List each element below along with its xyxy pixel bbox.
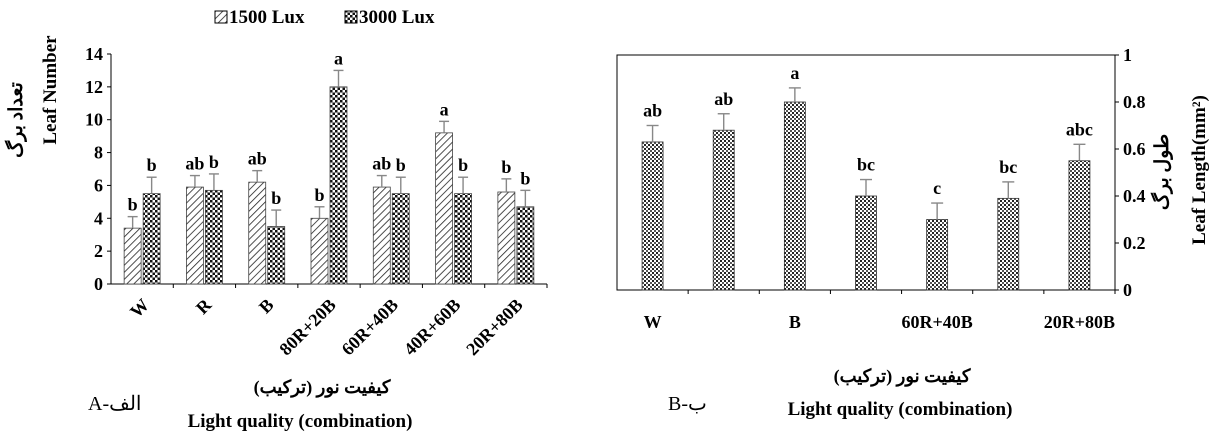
significance-letter: bc bbox=[857, 155, 875, 175]
significance-letter: ab bbox=[372, 154, 391, 174]
significance-letter: ab bbox=[248, 149, 267, 169]
legend-swatch bbox=[214, 10, 228, 24]
significance-letter: c bbox=[933, 178, 941, 198]
x-tick-label: 80R+20B bbox=[275, 295, 340, 360]
x-axis-label-fa: کیفیت نور (ترکیب) bbox=[254, 377, 391, 398]
significance-letter: a bbox=[334, 48, 343, 68]
y-tick-label: 4 bbox=[94, 208, 103, 228]
x-axis-label-en: Light quality (combination) bbox=[188, 411, 413, 432]
bar bbox=[783, 101, 806, 291]
y-tick-label: 6 bbox=[94, 175, 103, 195]
significance-letter: ab bbox=[643, 101, 662, 121]
significance-letter: abc bbox=[1066, 119, 1093, 139]
y-tick-label: 0.8 bbox=[1123, 92, 1146, 112]
y-tick-label: 2 bbox=[94, 241, 103, 261]
y-tick-label: 0 bbox=[94, 274, 103, 294]
significance-letter: ab bbox=[714, 89, 733, 109]
bar bbox=[205, 189, 223, 285]
significance-letter: a bbox=[790, 63, 799, 83]
y-tick-label: 0.6 bbox=[1123, 139, 1146, 159]
x-tick-label: B bbox=[789, 312, 801, 332]
bar bbox=[186, 186, 204, 285]
bar bbox=[123, 227, 142, 285]
significance-letter: b bbox=[501, 157, 511, 177]
significance-letter: bc bbox=[999, 157, 1017, 177]
x-tick-label: W bbox=[644, 312, 662, 332]
legend-swatch bbox=[344, 10, 358, 24]
bar bbox=[248, 181, 267, 285]
y-tick-label: 0 bbox=[1123, 280, 1132, 300]
significance-letter: b bbox=[520, 168, 530, 188]
bar bbox=[142, 193, 161, 285]
legend-label: 3000 Lux bbox=[359, 7, 435, 28]
x-tick-label: B bbox=[255, 295, 278, 318]
significance-letter: b bbox=[271, 188, 281, 208]
panel-label: A-الف bbox=[88, 393, 141, 415]
bar bbox=[855, 195, 877, 291]
significance-letter: b bbox=[458, 155, 468, 175]
legend-label: 1500 Lux bbox=[229, 7, 305, 28]
significance-letter: b bbox=[314, 185, 324, 205]
y-tick-label: 12 bbox=[85, 77, 103, 97]
bar bbox=[329, 86, 348, 285]
significance-letter: b bbox=[147, 155, 157, 175]
x-tick-label: 20R+80B bbox=[1044, 312, 1115, 332]
x-tick-label: W bbox=[126, 295, 153, 322]
chart-b: 00.20.40.60.81WababBabc60R+40Bcbc20R+80B… bbox=[616, 45, 1210, 420]
significance-letter: b bbox=[396, 155, 406, 175]
y-axis-label-en: Leaf Number bbox=[40, 35, 61, 145]
y-tick-label: 0.4 bbox=[1123, 186, 1146, 206]
x-tick-label: 60R+40B bbox=[902, 312, 973, 332]
bar bbox=[391, 193, 410, 285]
significance-letter: b bbox=[128, 195, 138, 215]
bar bbox=[267, 226, 286, 285]
y-tick-label: 8 bbox=[94, 143, 103, 163]
x-axis-label-fa: کیفیت نور (ترکیب) bbox=[834, 366, 971, 387]
x-tick-label: 60R+40B bbox=[338, 295, 403, 360]
x-axis-label-en: Light quality (combination) bbox=[788, 399, 1013, 420]
bar bbox=[712, 129, 735, 291]
bar bbox=[372, 186, 391, 285]
significance-letter: a bbox=[440, 99, 449, 119]
significance-letter: ab bbox=[185, 154, 204, 174]
bar bbox=[435, 132, 453, 285]
y-axis-label-fa: طول برگ bbox=[1150, 134, 1173, 210]
bar bbox=[926, 219, 949, 291]
bar bbox=[497, 191, 516, 285]
panel-label: B-ب bbox=[668, 393, 707, 415]
bar bbox=[997, 197, 1020, 291]
y-tick-label: 14 bbox=[85, 44, 103, 64]
x-tick-label: 20R+80B bbox=[462, 295, 527, 360]
y-tick-label: 0.2 bbox=[1123, 233, 1146, 253]
bar bbox=[310, 217, 329, 285]
y-axis-label-en: Leaf Length(mm²) bbox=[1189, 95, 1210, 245]
bar bbox=[641, 141, 664, 291]
y-tick-label: 1 bbox=[1123, 45, 1132, 65]
y-axis-label-fa: تعداد برگ bbox=[4, 82, 27, 158]
bar bbox=[454, 193, 472, 285]
bar bbox=[1068, 160, 1091, 291]
y-tick-label: 10 bbox=[85, 110, 103, 130]
significance-letter: b bbox=[209, 152, 219, 172]
bar bbox=[516, 206, 535, 285]
x-tick-label: 40R+60B bbox=[400, 295, 465, 360]
x-tick-label: R bbox=[192, 294, 216, 318]
